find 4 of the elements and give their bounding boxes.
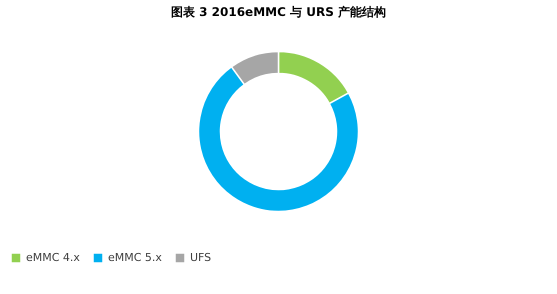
chart-title: 图表 3 2016eMMC 与 URS 产能结构 <box>170 5 386 19</box>
legend-label: eMMC 4.x <box>26 251 80 264</box>
legend-label: UFS <box>190 251 212 264</box>
legend-label: eMMC 5.x <box>108 251 162 264</box>
